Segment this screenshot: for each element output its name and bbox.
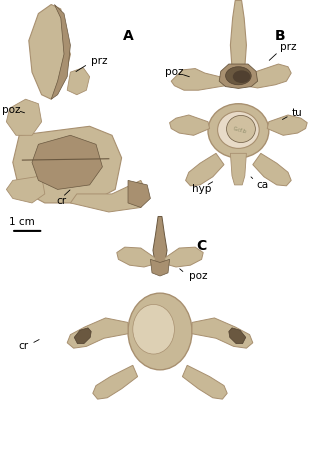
Polygon shape (171, 69, 229, 90)
Polygon shape (160, 0, 320, 212)
Polygon shape (186, 153, 224, 186)
Polygon shape (267, 115, 307, 135)
Polygon shape (6, 99, 42, 135)
Text: ca: ca (256, 180, 268, 190)
Ellipse shape (226, 67, 251, 85)
Polygon shape (165, 247, 203, 267)
Polygon shape (230, 153, 246, 185)
Polygon shape (6, 176, 45, 203)
Polygon shape (93, 365, 138, 399)
Text: poz: poz (165, 67, 183, 77)
Polygon shape (219, 64, 258, 88)
Polygon shape (13, 126, 122, 203)
Text: B: B (275, 29, 285, 43)
Polygon shape (229, 328, 246, 344)
Text: 1 cm: 1 cm (9, 217, 35, 227)
Polygon shape (51, 5, 70, 99)
Polygon shape (153, 216, 167, 268)
Ellipse shape (227, 115, 255, 143)
Text: poz: poz (189, 271, 207, 281)
Polygon shape (192, 318, 253, 348)
Polygon shape (253, 153, 291, 186)
Polygon shape (117, 247, 155, 267)
Text: tu: tu (291, 108, 302, 118)
Text: prz: prz (280, 42, 297, 52)
Text: hyp: hyp (192, 184, 212, 193)
Ellipse shape (208, 104, 269, 158)
Polygon shape (67, 318, 128, 348)
Ellipse shape (128, 293, 192, 370)
Polygon shape (74, 328, 91, 344)
Text: C: C (196, 239, 207, 253)
Text: cr: cr (19, 341, 29, 351)
Text: poz: poz (2, 106, 20, 115)
Polygon shape (32, 135, 102, 189)
Ellipse shape (233, 70, 251, 83)
Ellipse shape (133, 304, 174, 354)
Text: cr: cr (56, 196, 66, 206)
Polygon shape (67, 68, 90, 95)
Polygon shape (0, 0, 160, 212)
Text: A: A (123, 29, 133, 43)
Text: G.cf.b: G.cf.b (233, 127, 247, 135)
Text: prz: prz (91, 56, 108, 66)
Polygon shape (230, 0, 246, 77)
Polygon shape (248, 64, 291, 88)
Ellipse shape (218, 111, 259, 148)
Polygon shape (128, 180, 150, 207)
Polygon shape (150, 259, 170, 276)
Polygon shape (170, 115, 210, 135)
Polygon shape (29, 5, 70, 99)
Polygon shape (0, 212, 320, 451)
Polygon shape (182, 365, 227, 399)
Polygon shape (70, 180, 147, 212)
